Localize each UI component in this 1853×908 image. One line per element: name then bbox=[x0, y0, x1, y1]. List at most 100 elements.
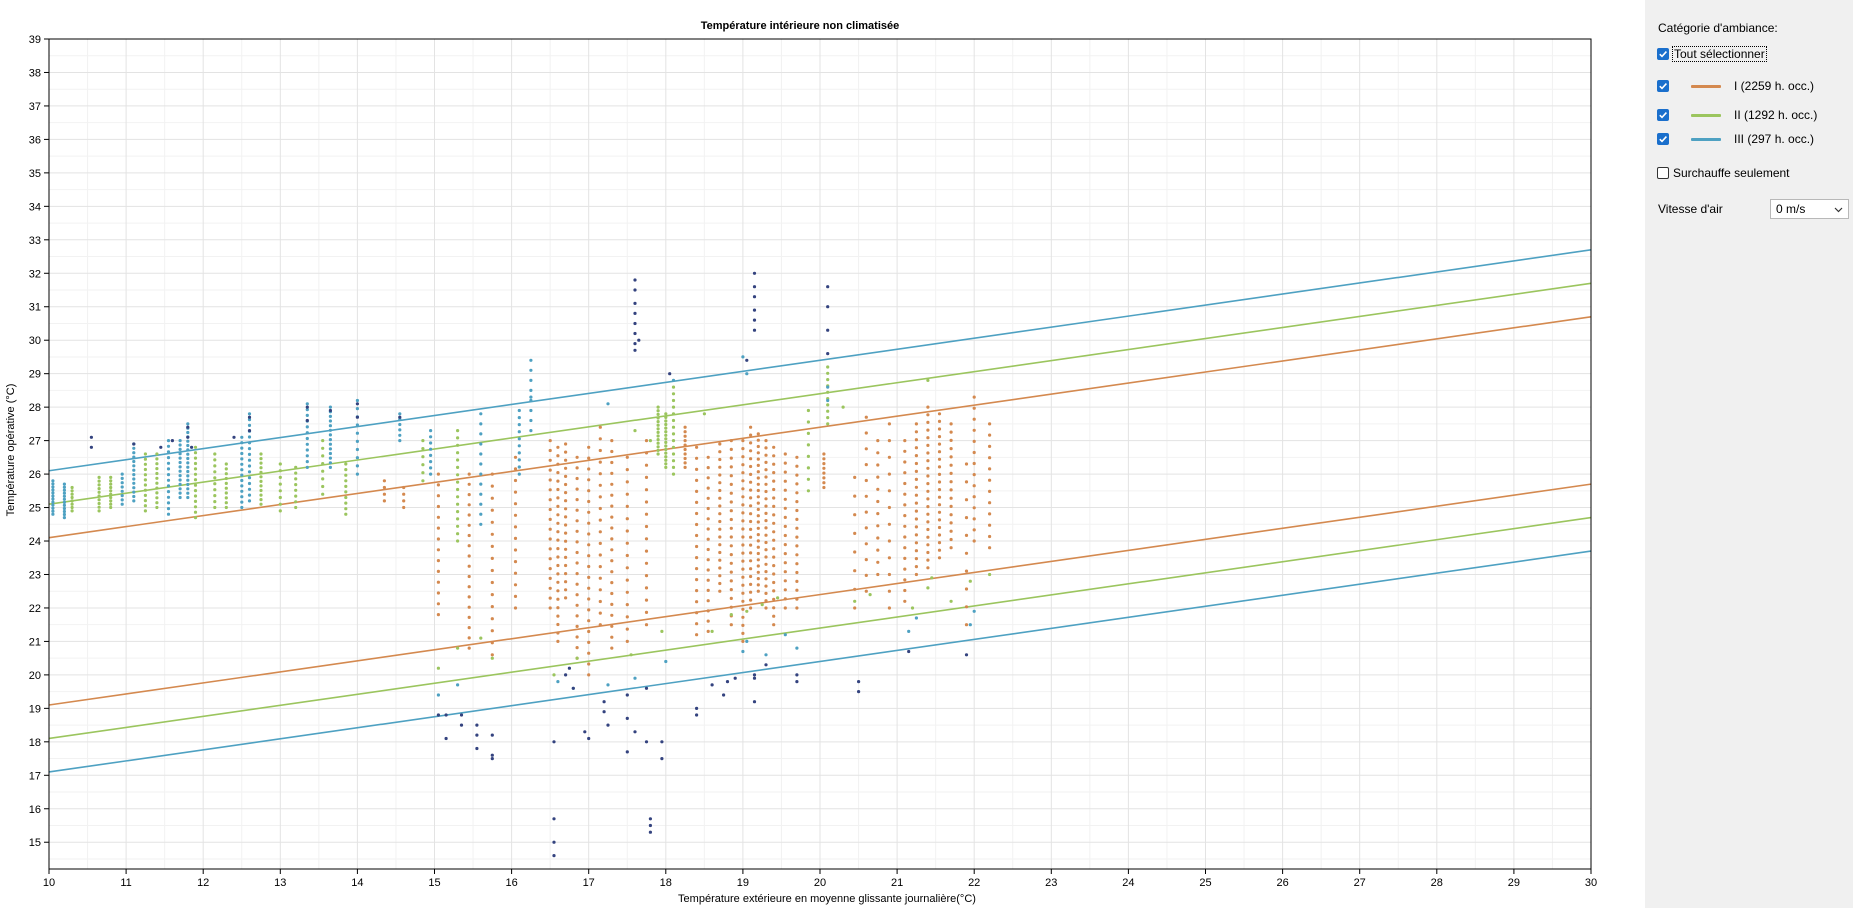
data-point bbox=[795, 597, 799, 601]
data-point bbox=[706, 609, 710, 613]
data-point bbox=[598, 460, 602, 464]
data-point bbox=[97, 494, 101, 498]
data-point bbox=[664, 415, 668, 419]
category-row-i[interactable]: I (2259 h. occ.) bbox=[1657, 79, 1814, 93]
data-point bbox=[467, 493, 471, 497]
data-point bbox=[664, 437, 668, 441]
overheat-only-checkbox[interactable] bbox=[1657, 167, 1669, 179]
category-iii-checkbox[interactable] bbox=[1657, 133, 1669, 145]
data-point bbox=[598, 425, 602, 429]
data-point bbox=[988, 489, 992, 493]
data-point bbox=[479, 482, 483, 486]
x-tick-label: 17 bbox=[583, 877, 595, 889]
data-point bbox=[224, 481, 228, 485]
data-point bbox=[97, 501, 101, 506]
data-point bbox=[988, 523, 992, 527]
data-point bbox=[633, 321, 637, 326]
category-row-iii[interactable]: III (297 h. occ.) bbox=[1657, 132, 1814, 146]
overheat-only-row[interactable]: Surchauffe seulement bbox=[1657, 166, 1790, 180]
data-point bbox=[937, 548, 942, 552]
data-point bbox=[552, 673, 556, 677]
data-point bbox=[752, 700, 757, 704]
data-point bbox=[109, 505, 113, 510]
data-point bbox=[671, 459, 676, 463]
data-point bbox=[741, 639, 745, 644]
data-point bbox=[741, 511, 745, 515]
data-point bbox=[764, 446, 768, 450]
data-point bbox=[988, 546, 992, 550]
data-point bbox=[479, 512, 483, 516]
data-point bbox=[132, 481, 136, 485]
data-point bbox=[51, 485, 55, 489]
y-tick-label: 20 bbox=[29, 670, 41, 682]
data-point bbox=[625, 517, 629, 521]
data-point bbox=[741, 615, 745, 619]
data-point bbox=[479, 522, 483, 526]
select-all-checkbox[interactable] bbox=[1657, 48, 1669, 60]
data-point bbox=[513, 467, 518, 471]
filter-panel: Catégorie d'ambiance: Tout sélectionner … bbox=[1645, 0, 1853, 908]
data-point bbox=[598, 588, 602, 592]
category-row-ii[interactable]: II (1292 h. occ.) bbox=[1657, 108, 1817, 122]
data-point bbox=[633, 730, 637, 734]
data-point bbox=[718, 574, 722, 578]
data-point bbox=[853, 599, 857, 603]
data-point bbox=[756, 589, 760, 593]
data-point bbox=[937, 556, 942, 560]
data-point bbox=[321, 477, 325, 481]
data-point bbox=[964, 551, 969, 555]
data-point bbox=[972, 439, 976, 443]
data-point bbox=[51, 479, 55, 483]
data-point bbox=[729, 544, 733, 548]
data-point bbox=[764, 599, 768, 603]
y-tick-label: 19 bbox=[29, 703, 41, 715]
data-point bbox=[876, 487, 880, 491]
data-point bbox=[556, 639, 560, 644]
data-point bbox=[772, 589, 776, 593]
data-point bbox=[937, 472, 942, 476]
data-point bbox=[964, 587, 969, 591]
data-point bbox=[344, 501, 348, 505]
data-point bbox=[937, 503, 942, 507]
data-point bbox=[513, 594, 518, 599]
data-point bbox=[259, 498, 263, 502]
data-point bbox=[598, 448, 602, 453]
category-i-checkbox[interactable] bbox=[1657, 80, 1669, 92]
data-point bbox=[795, 508, 799, 513]
data-point bbox=[926, 405, 930, 409]
y-tick-label: 31 bbox=[29, 302, 41, 314]
data-point bbox=[344, 468, 348, 472]
data-point bbox=[456, 532, 460, 536]
data-point bbox=[436, 591, 440, 595]
data-point bbox=[240, 473, 244, 477]
y-axis-ticks: 15 16 17 18 19 20 21 22 23 24 25 26 27 28 29 30 31 32 33 34… bbox=[29, 34, 49, 849]
data-point bbox=[143, 499, 147, 503]
data-point bbox=[968, 579, 972, 583]
data-point bbox=[467, 482, 471, 486]
data-point bbox=[490, 496, 494, 500]
data-point bbox=[671, 398, 676, 403]
data-point bbox=[887, 505, 892, 510]
data-point bbox=[186, 430, 190, 435]
data-point bbox=[556, 479, 560, 483]
data-point bbox=[718, 589, 722, 593]
data-point bbox=[178, 439, 182, 443]
data-point bbox=[402, 485, 406, 490]
air-speed-select[interactable]: 0 m/s bbox=[1770, 199, 1849, 219]
data-point bbox=[729, 465, 733, 469]
data-point bbox=[166, 512, 171, 516]
ambiance-category-title: Catégorie d'ambiance: bbox=[1658, 21, 1778, 35]
data-point bbox=[155, 467, 159, 471]
data-point bbox=[587, 651, 591, 655]
data-point bbox=[656, 416, 660, 420]
data-point bbox=[783, 606, 787, 610]
select-all-row[interactable]: Tout sélectionner bbox=[1657, 46, 1767, 62]
data-point bbox=[741, 455, 745, 459]
data-point bbox=[155, 496, 159, 500]
data-point bbox=[972, 539, 976, 543]
category-ii-checkbox[interactable] bbox=[1657, 109, 1669, 121]
data-point bbox=[247, 464, 252, 468]
y-tick-label: 33 bbox=[29, 235, 41, 247]
data-point bbox=[749, 582, 753, 587]
data-point bbox=[706, 558, 710, 562]
